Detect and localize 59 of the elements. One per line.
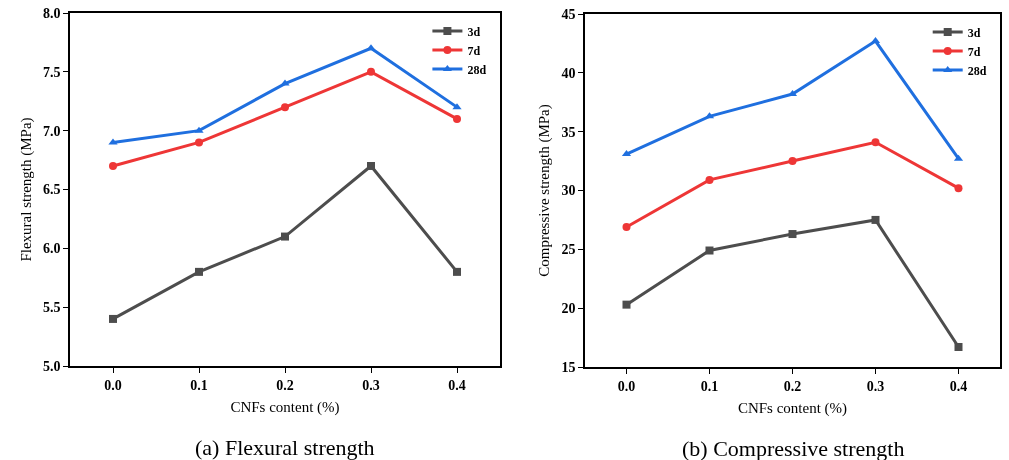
text: (b) Compressive strength [682, 436, 905, 460]
y-axis-title: Flexural strength (MPa) [17, 117, 35, 262]
point [367, 67, 375, 76]
y-tick-label: 8.0 [42, 5, 61, 21]
x-axis-title: CNFs content (%) [737, 400, 848, 418]
point [195, 267, 203, 276]
x-tick-label: 0.2 [276, 377, 294, 393]
y-tick-label: 25 [561, 242, 576, 258]
y-tick-label: 5.5 [42, 300, 61, 316]
x-tick-label: 0.0 [617, 378, 636, 394]
y-tick-label: 5.0 [42, 358, 61, 374]
point [954, 343, 963, 351]
point [195, 138, 203, 147]
y-tick-label: 6.0 [42, 241, 61, 257]
x-tick-label: 0.4 [448, 377, 466, 393]
y-tick-label: 35 [561, 124, 576, 140]
point [453, 267, 461, 276]
y-tick-label: 15 [561, 359, 576, 375]
legend-label: 3d [967, 25, 981, 40]
point [954, 184, 963, 193]
legend-label: 7d [967, 44, 981, 59]
point [194, 126, 204, 133]
point [280, 79, 290, 86]
y-tick-label: 7.0 [42, 123, 61, 139]
point [453, 114, 461, 123]
legend-label: 28d [967, 63, 987, 78]
legend-label: 28d [467, 62, 487, 77]
y-tick-label: 40 [561, 65, 576, 81]
x-tick-label: 0.4 [949, 378, 968, 394]
x-tick-label: 0.3 [362, 377, 380, 393]
point [622, 222, 631, 231]
legend-label: 3d [467, 24, 481, 39]
point [705, 175, 714, 184]
y-tick-label: 6.5 [42, 182, 61, 198]
x-tick-label: 0.1 [700, 378, 719, 394]
point [705, 246, 714, 255]
point [367, 161, 375, 170]
point [788, 157, 797, 166]
point [281, 103, 289, 112]
point [871, 215, 880, 224]
y-tick-label: 7.5 [42, 64, 61, 80]
point [452, 103, 462, 110]
point [622, 300, 631, 309]
y-axis-title: Compressive strength (MPa) [536, 104, 554, 277]
y-tick-label: 30 [561, 183, 576, 199]
x-tick-label: 0.1 [190, 377, 208, 393]
point [788, 230, 797, 239]
x-axis-title: CNFs content (%) [230, 399, 340, 417]
point [871, 138, 880, 147]
x-tick-label: 0.2 [783, 378, 802, 394]
x-tick-label: 0.3 [866, 378, 885, 394]
y-tick-label: 45 [561, 6, 576, 22]
point [281, 232, 289, 241]
y-tick-label: 20 [561, 301, 576, 317]
legend-label: 7d [467, 43, 481, 58]
x-tick-label: 0.0 [104, 377, 122, 393]
point [109, 314, 117, 323]
text: (a) Flexural strength [195, 435, 375, 460]
point [109, 161, 117, 170]
